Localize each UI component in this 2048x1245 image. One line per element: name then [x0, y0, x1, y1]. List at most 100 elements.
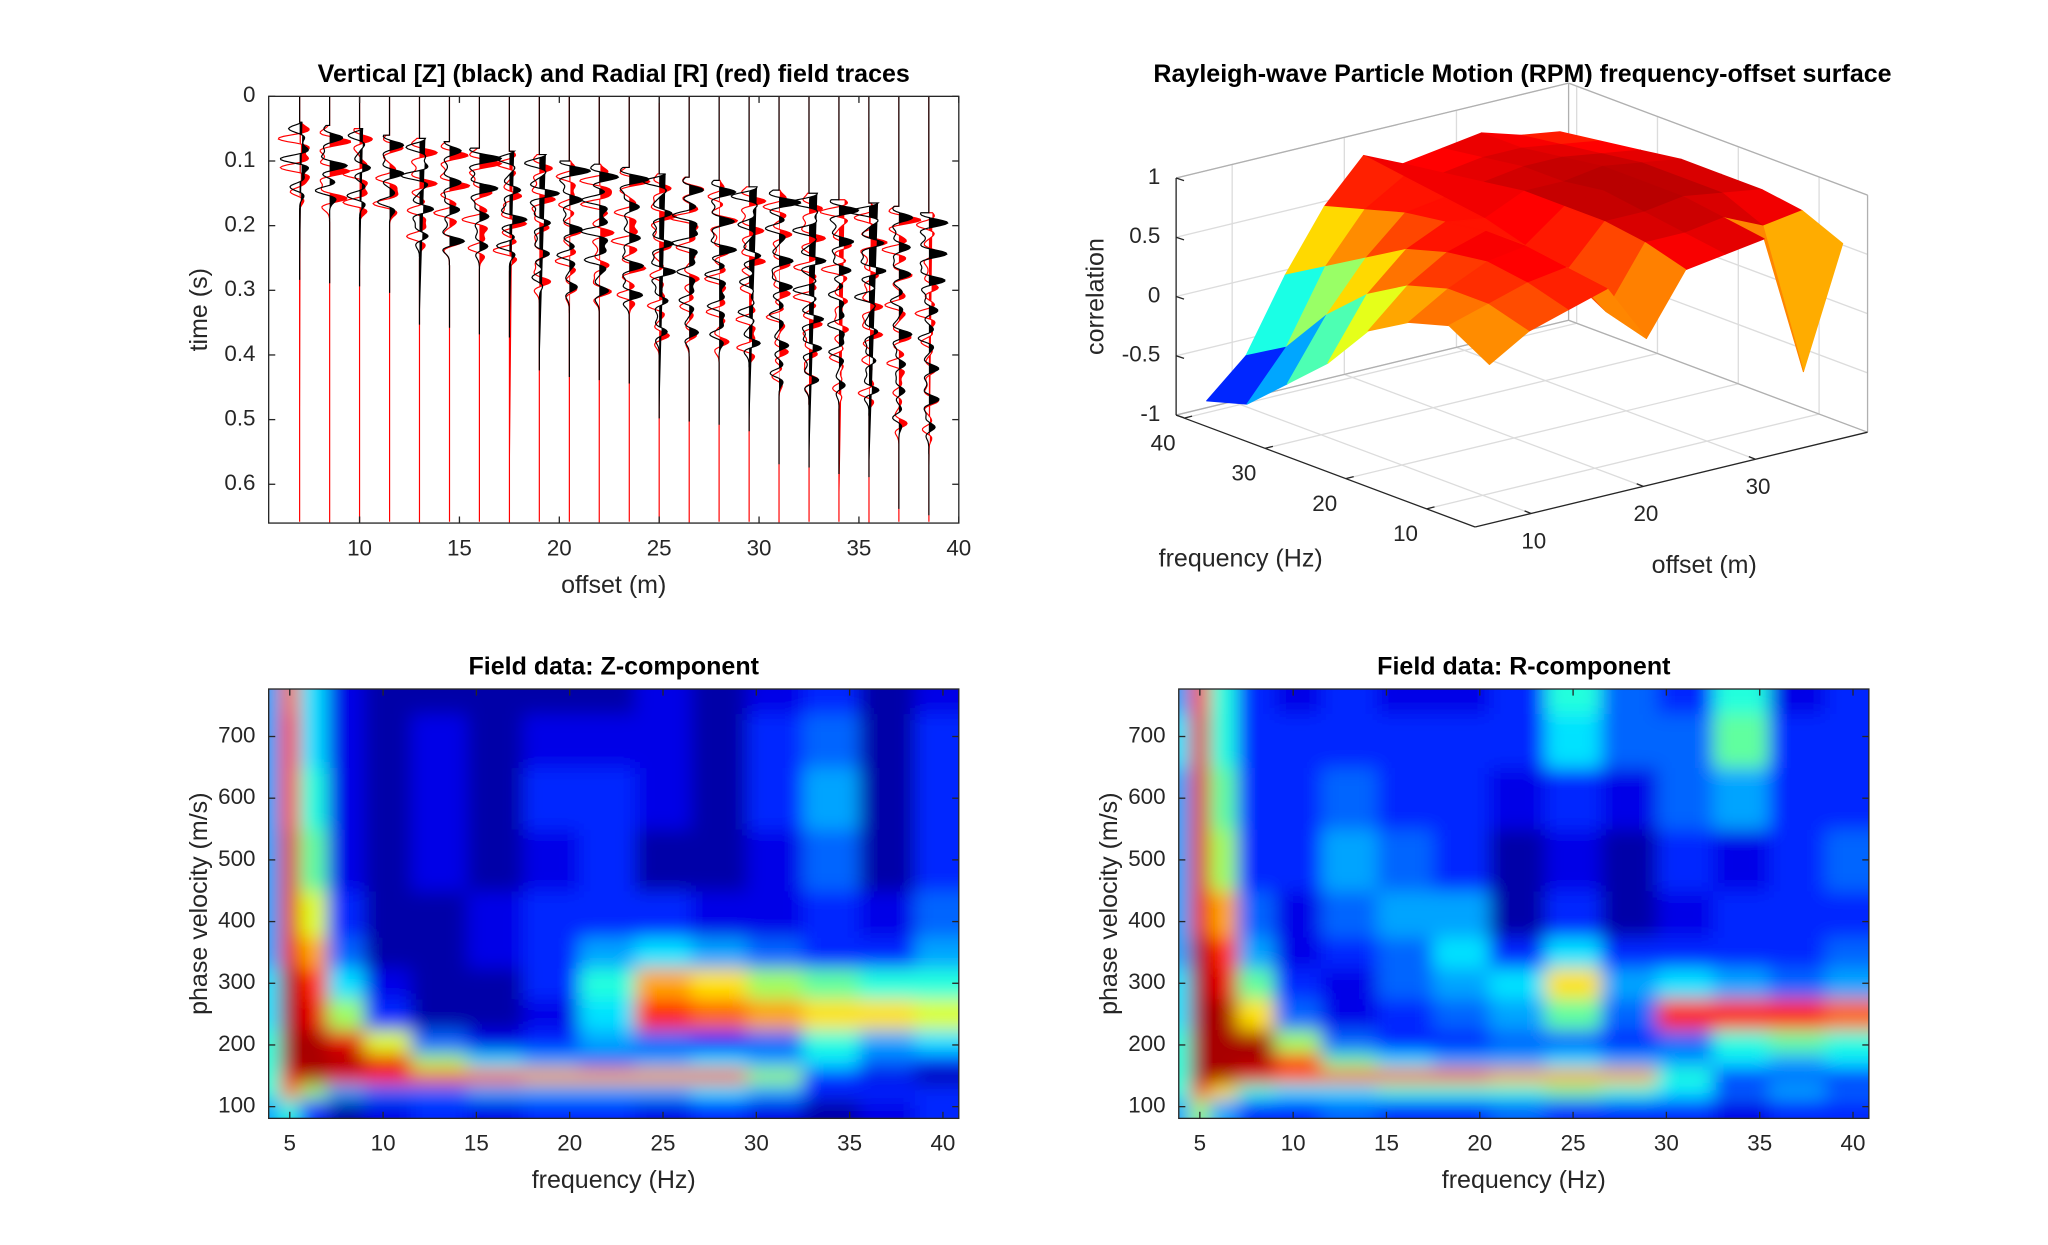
heat-cell: [299, 1068, 328, 1085]
z-trace: [889, 96, 914, 509]
z-trace-fill: [808, 193, 826, 469]
heat-cell: [1713, 689, 1770, 715]
heat-cell: [411, 1052, 468, 1069]
heat-cell: [1657, 967, 1714, 1000]
heat-cell: [467, 1052, 524, 1069]
heat-cell: [1190, 967, 1210, 1000]
heat-cell: [1713, 1098, 1770, 1119]
heat-cell: [1489, 1098, 1546, 1119]
y-tick-label: 300: [218, 969, 255, 994]
heat-cell: [1274, 1052, 1322, 1069]
y-tick-label: 0: [243, 82, 255, 107]
heat-cell: [1274, 1098, 1322, 1119]
heat-cell: [579, 967, 636, 1000]
heat-cell: [280, 1029, 300, 1054]
heat-cell: [1209, 890, 1238, 938]
x-tick: [1636, 483, 1644, 487]
heat-cell: [1713, 713, 1770, 769]
heat-cell: [523, 829, 580, 892]
heat-cell: [411, 689, 468, 715]
heat-cell: [1657, 1029, 1714, 1054]
heat-cell: [1209, 829, 1238, 892]
r-trace-fill: [629, 167, 650, 524]
heat-cell: [1713, 1068, 1770, 1085]
heat-cell: [691, 689, 748, 715]
y-tick-label: 500: [218, 846, 255, 871]
heat-cell: [1190, 689, 1210, 715]
heat-cell: [523, 1029, 580, 1054]
heat-cell: [691, 1052, 748, 1069]
r-trace: [819, 96, 853, 522]
box-edge: [1568, 319, 1868, 433]
heat-cell: [1274, 890, 1322, 938]
heat-cell: [746, 1068, 804, 1085]
heat-cell: [299, 967, 328, 1000]
heat-cell: [579, 1098, 636, 1119]
heat-cell: [1601, 1052, 1658, 1069]
y-tick-label: 400: [218, 907, 255, 932]
heat-cell: [1601, 689, 1658, 715]
heat-cell: [467, 829, 524, 892]
r-trace: [554, 96, 583, 522]
heat-cell: [1274, 713, 1322, 769]
heat-cell: [364, 998, 412, 1031]
heat-cell: [1321, 829, 1378, 892]
heat-cell: [1274, 998, 1322, 1031]
heat-cell: [299, 767, 328, 830]
heat-cell: [579, 713, 636, 769]
heat-cell: [635, 829, 692, 892]
x-tick-label: 25: [651, 1131, 676, 1156]
heat-cell: [523, 1098, 580, 1119]
r-trace: [319, 96, 352, 523]
heat-cell: [280, 829, 300, 892]
heat-cell: [411, 1083, 468, 1100]
heat-cell: [1190, 890, 1210, 938]
heat-cell: [858, 967, 916, 1000]
x-tick-label: 15: [1374, 1131, 1399, 1156]
r-trace: [405, 96, 439, 523]
heat-cell: [280, 998, 300, 1031]
x-tick-label: 10: [371, 1131, 396, 1156]
heat-cell: [411, 998, 468, 1031]
heat-cell: [1321, 1098, 1378, 1119]
heat-cell: [635, 998, 692, 1031]
heat-cell: [1545, 937, 1602, 969]
heat-cell: [1237, 713, 1276, 769]
heat-cell: [1713, 1052, 1770, 1069]
heat-cell: [1433, 1098, 1490, 1119]
heat-cell: [1601, 967, 1658, 1000]
heat-cell: [364, 1029, 412, 1054]
heat-cell: [1769, 1083, 1826, 1100]
heat-cell: [467, 713, 524, 769]
heat-cell: [1209, 937, 1238, 969]
surface: [1206, 131, 1844, 405]
heat-cell: [1190, 998, 1210, 1031]
heat-cell: [1190, 937, 1210, 969]
heat-cell: [691, 890, 748, 938]
z-trace: [346, 96, 372, 287]
heat-cell: [327, 713, 366, 769]
heat-cell: [1209, 713, 1238, 769]
x-tick-label: 15: [447, 535, 472, 560]
heat-cell: [579, 689, 636, 715]
heat-cell: [280, 1098, 300, 1119]
z-trace: [917, 96, 949, 516]
z-trace: [827, 96, 860, 474]
heat-cell: [579, 1052, 636, 1069]
y-axis-label: frequency (Hz): [1159, 545, 1323, 573]
heat-cell: [411, 713, 468, 769]
heat-cell: [1825, 829, 1869, 892]
heat-cell: [1769, 1068, 1826, 1085]
heat-cell: [1274, 1068, 1322, 1085]
heat-cell: [299, 713, 328, 769]
heat-cell: [1545, 1098, 1602, 1119]
heat-cell: [746, 1052, 804, 1069]
heat-cell: [364, 829, 412, 892]
r-trace-fill: [898, 206, 921, 524]
z-trace: [619, 96, 650, 384]
heat-cell: [802, 689, 860, 715]
heat-cell: [691, 1068, 748, 1085]
heat-cell: [364, 1083, 412, 1100]
r-trace: [372, 96, 404, 522]
